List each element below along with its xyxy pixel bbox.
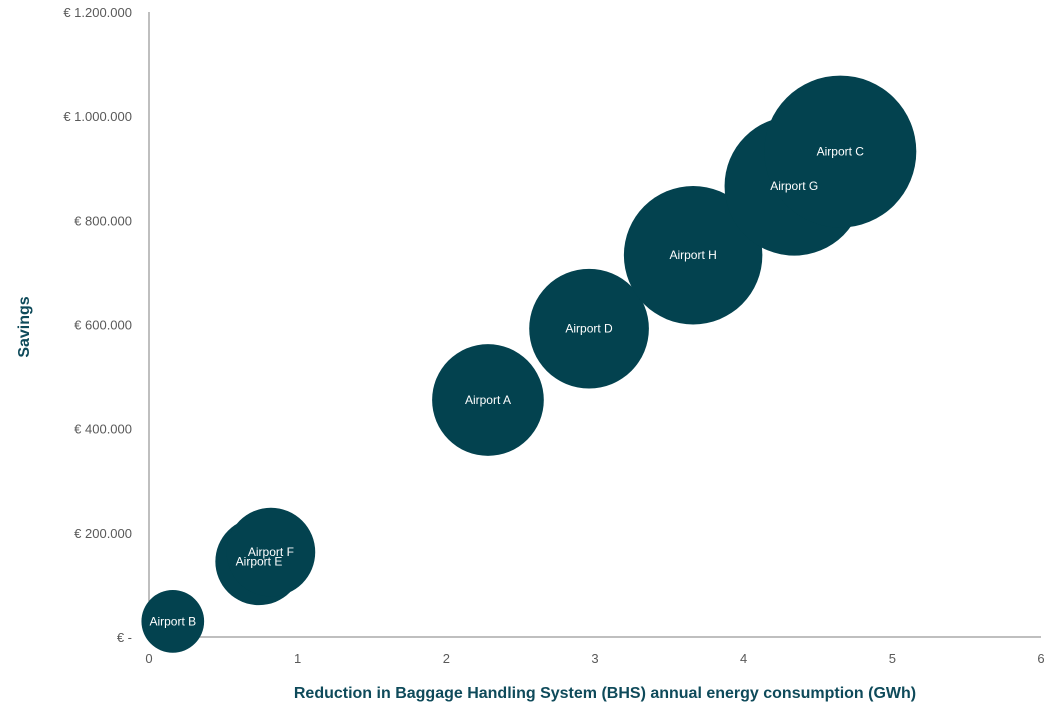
x-tick-label: 4 [740, 651, 747, 666]
y-axis-title: Savings [16, 296, 33, 357]
y-tick-label: € 1.000.000 [63, 109, 132, 124]
data-label: Airport B [149, 614, 196, 628]
bubble-circles [141, 75, 917, 653]
bubble-airport-c [764, 75, 917, 228]
x-tick-label: 5 [889, 651, 896, 666]
y-axis-ticks: € - € 200.000 € 400.000 € 600.000 € 800.000 €… [63, 5, 132, 645]
x-axis-title: Reduction in Baggage Handling System (BH… [294, 685, 916, 702]
y-tick-label: € 200.000 [74, 526, 132, 541]
data-label: Airport F [248, 545, 294, 559]
bubble-airport-f [226, 507, 316, 597]
x-tick-label: 3 [591, 651, 598, 666]
bubble-airport-h [623, 185, 763, 325]
data-label: Airport D [565, 322, 613, 336]
bubble-airport-d [529, 268, 649, 389]
x-tick-label: 1 [294, 651, 301, 666]
x-axis-ticks: 0 1 2 3 4 5 6 [145, 651, 1044, 666]
data-label: Airport E [236, 554, 283, 568]
x-tick-label: 6 [1037, 651, 1044, 666]
data-label: Airport A [465, 393, 511, 407]
data-label: Airport C [817, 145, 865, 159]
y-tick-label: € 800.000 [74, 213, 132, 228]
bubble-airport-b [141, 590, 205, 653]
y-tick-label: € 1.200.000 [63, 5, 132, 20]
x-tick-label: 0 [145, 651, 152, 666]
x-tick-label: 2 [443, 651, 450, 666]
bubble-airport-a [432, 344, 544, 456]
data-label: Airport H [669, 248, 716, 262]
y-tick-label: € - [117, 630, 132, 645]
y-tick-label: € 600.000 [74, 318, 132, 333]
y-tick-label: € 400.000 [74, 422, 132, 437]
data-label: Airport G [770, 179, 818, 193]
